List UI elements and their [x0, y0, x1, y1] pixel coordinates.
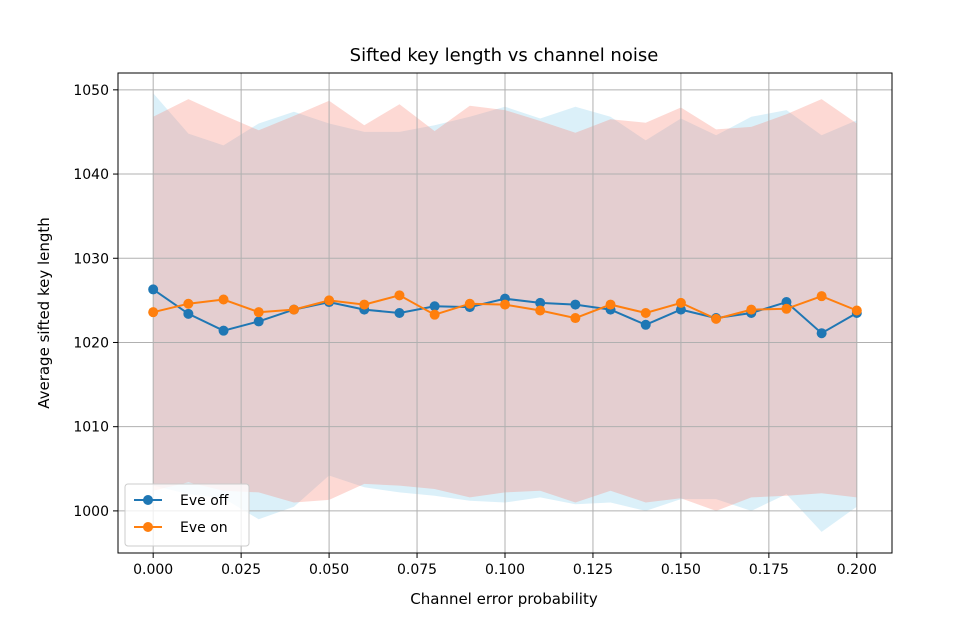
- data-point-series-0: [218, 325, 229, 336]
- legend-marker-eve-on: [143, 522, 153, 532]
- data-point-series-1: [253, 307, 264, 318]
- x-axis-label: Channel error probability: [410, 590, 598, 608]
- y-tick-label: 1040: [73, 167, 109, 183]
- data-point-series-1: [500, 299, 510, 310]
- data-point-series-1: [605, 299, 616, 310]
- y-tick-label: 1010: [73, 420, 109, 436]
- y-axis-ticks: 1000 1010 1020 1030 1040 1050: [73, 83, 118, 520]
- data-point-series-0: [570, 299, 581, 310]
- data-point-series-1: [675, 297, 686, 308]
- x-tick-label: 0.175: [749, 562, 789, 578]
- data-point-series-1: [394, 290, 405, 301]
- data-point-series-1: [640, 308, 651, 318]
- data-point-series-1: [711, 313, 722, 324]
- x-axis-ticks: 0.000 0.025 0.050 0.075 0.100 0.125 0.150 0.175…: [133, 553, 877, 578]
- data-point-series-1: [359, 299, 370, 310]
- chart-title: Sifted key length vs channel noise: [350, 45, 659, 66]
- data-point-series-0: [394, 308, 405, 318]
- data-point-series-1: [183, 298, 194, 309]
- data-point-series-1: [535, 305, 546, 316]
- y-tick-label: 1020: [73, 335, 109, 351]
- data-point-series-1: [218, 294, 229, 305]
- x-tick-label: 0.125: [573, 562, 613, 578]
- y-axis-label: Average sifted key length: [35, 217, 53, 409]
- data-point-series-1: [746, 304, 757, 315]
- data-point-series-1: [781, 303, 792, 314]
- data-point-series-0: [535, 297, 546, 308]
- data-point-series-0: [429, 301, 440, 312]
- data-point-series-0: [183, 308, 194, 319]
- x-tick-label: 0.000: [133, 562, 173, 578]
- data-point-series-1: [851, 305, 862, 316]
- x-tick-label: 0.150: [661, 562, 701, 578]
- y-tick-label: 1030: [73, 251, 109, 267]
- grid-lines: [118, 73, 892, 553]
- x-tick-label: 0.050: [309, 562, 349, 578]
- legend-label-eve-off: Eve off: [180, 493, 229, 509]
- data-point-series-0: [816, 328, 827, 339]
- legend-marker-eve-off: [143, 495, 153, 505]
- legend: Eve off Eve on: [124, 483, 250, 547]
- data-point-series-0: [253, 316, 264, 327]
- x-tick-label: 0.075: [397, 562, 437, 578]
- data-point-series-1: [429, 309, 440, 320]
- x-tick-label: 0.200: [837, 562, 877, 578]
- data-point-series-1: [288, 304, 299, 315]
- series-points: [148, 284, 862, 339]
- y-tick-label: 1050: [73, 83, 109, 99]
- data-point-series-1: [464, 298, 475, 309]
- data-point-series-0: [148, 284, 159, 295]
- data-point-series-1: [570, 313, 581, 324]
- legend-label-eve-on: Eve on: [180, 520, 228, 536]
- data-point-series-1: [324, 295, 335, 306]
- y-tick-label: 1000: [73, 504, 109, 520]
- x-tick-label: 0.025: [221, 562, 261, 578]
- data-point-series-0: [640, 319, 651, 330]
- data-point-series-1: [148, 307, 159, 318]
- data-point-series-1: [816, 291, 827, 302]
- x-tick-label: 0.100: [485, 562, 525, 578]
